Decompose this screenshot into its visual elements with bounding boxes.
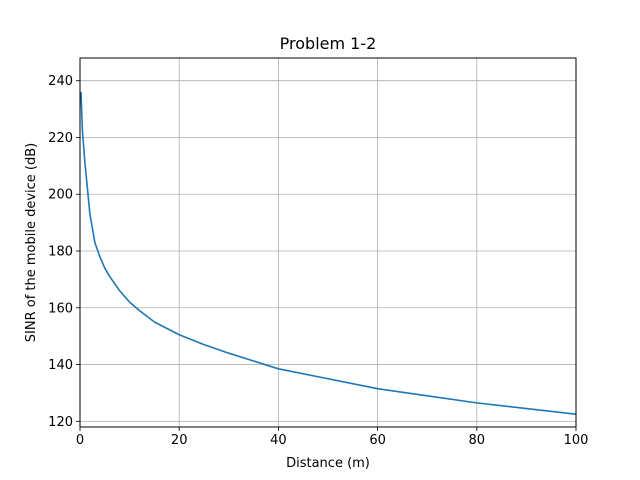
y-tick-label: 240	[48, 74, 73, 89]
x-tick-label: 0	[76, 433, 84, 448]
x-axis-label: Distance (m)	[286, 456, 370, 471]
x-axis: 0 20 40 60 80 100	[76, 427, 589, 448]
chart-title: Problem 1-2	[280, 34, 377, 53]
y-tick-label: 180	[48, 245, 73, 260]
x-tick-label: 40	[270, 433, 287, 448]
x-tick-label: 20	[171, 433, 188, 448]
y-axis-label: SINR of the mobile device (dB)	[24, 143, 39, 342]
y-tick-label: 140	[48, 358, 73, 373]
x-tick-label: 60	[369, 433, 386, 448]
series-layer	[80, 92, 577, 416]
x-tick-label: 100	[564, 433, 589, 448]
y-tick-label: 160	[48, 301, 73, 316]
x-tick-label: 80	[469, 433, 486, 448]
y-tick-label: 220	[48, 131, 73, 146]
y-tick-label: 200	[48, 188, 73, 203]
series-line	[80, 92, 577, 416]
plot-frame	[79, 57, 577, 428]
y-tick-label: 120	[48, 415, 73, 430]
y-axis: 120 140 160 180 200 220 240	[48, 74, 80, 430]
